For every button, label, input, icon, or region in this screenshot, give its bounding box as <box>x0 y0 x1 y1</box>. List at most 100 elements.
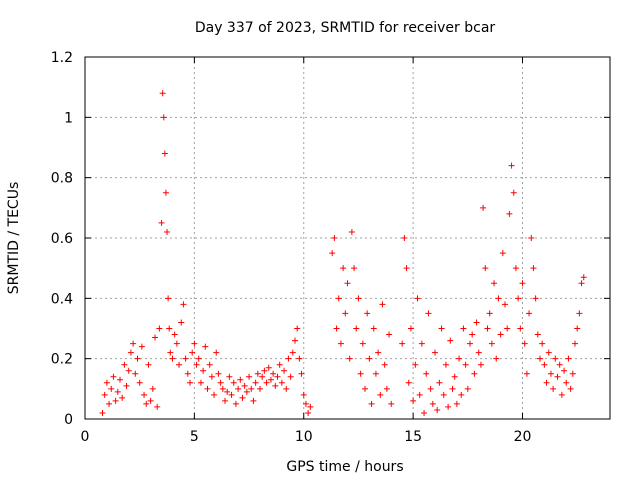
data-point <box>537 355 543 362</box>
data-point <box>176 361 183 368</box>
data-point <box>243 388 250 395</box>
data-point <box>355 295 362 302</box>
data-point <box>440 391 447 398</box>
data-point <box>484 325 491 332</box>
data-point <box>278 379 285 386</box>
y-tick-label: 0.2 <box>51 352 73 368</box>
x-tick-label: 0 <box>81 429 90 445</box>
data-point <box>267 376 274 383</box>
data-point <box>379 301 386 308</box>
data-point <box>110 373 117 380</box>
x-tick-label: 20 <box>514 429 532 445</box>
data-point <box>246 373 253 380</box>
data-point <box>213 349 220 356</box>
data-point <box>456 355 463 362</box>
data-point <box>222 397 228 404</box>
data-point <box>329 250 336 257</box>
data-point <box>259 373 266 380</box>
data-point <box>346 355 353 362</box>
data-point <box>539 340 546 347</box>
data-point <box>307 403 314 410</box>
data-point <box>119 394 126 401</box>
data-point <box>383 385 390 392</box>
data-point <box>134 355 141 362</box>
data-point <box>123 382 130 389</box>
data-point <box>161 150 168 157</box>
data-point <box>377 391 384 398</box>
data-point <box>230 379 237 386</box>
data-point <box>241 382 248 389</box>
data-point <box>202 343 209 350</box>
data-point <box>421 409 428 416</box>
data-point <box>182 355 189 362</box>
data-point <box>281 367 288 374</box>
data-point <box>578 280 585 287</box>
data-point <box>164 228 171 235</box>
data-point <box>348 228 355 235</box>
data-point <box>418 340 425 347</box>
data-point <box>497 331 504 338</box>
data-point <box>226 373 233 380</box>
data-point <box>366 355 373 362</box>
data-point <box>563 379 570 386</box>
axis-ticks <box>84 56 610 420</box>
data-point <box>239 394 246 401</box>
data-point <box>252 379 259 386</box>
data-point <box>368 400 375 407</box>
data-point <box>167 349 174 356</box>
data-point <box>412 361 419 368</box>
data-point <box>296 355 303 362</box>
data-point <box>407 325 414 332</box>
data-point <box>208 373 215 380</box>
data-point <box>451 373 458 380</box>
data-point <box>287 373 294 380</box>
data-point <box>523 370 530 377</box>
x-axis-title: GPS time / hours <box>286 459 403 475</box>
data-point <box>178 319 185 326</box>
data-point <box>502 301 508 308</box>
data-point <box>469 331 476 338</box>
data-point <box>160 114 167 121</box>
data-point <box>136 379 143 386</box>
data-point <box>217 379 224 386</box>
data-point <box>331 235 338 241</box>
data-point <box>158 219 165 226</box>
data-point <box>467 340 473 347</box>
data-point <box>114 388 121 395</box>
data-point <box>521 340 528 347</box>
data-point <box>480 204 487 211</box>
data-point <box>189 349 196 356</box>
data-point <box>141 391 148 398</box>
data-point <box>517 325 524 332</box>
data-point <box>556 361 563 368</box>
data-point <box>429 400 436 407</box>
data-point <box>342 310 349 317</box>
data-point <box>464 385 471 392</box>
data-point <box>370 325 377 332</box>
data-point <box>554 373 561 380</box>
y-tick-label: 0.4 <box>51 291 73 307</box>
x-tick-label: 10 <box>295 429 313 445</box>
data-point <box>432 349 438 356</box>
data-point <box>403 265 410 272</box>
data-point <box>289 349 296 356</box>
data-point <box>423 370 430 377</box>
data-point <box>180 301 187 308</box>
data-point <box>405 379 412 386</box>
data-point <box>257 385 263 392</box>
data-point <box>572 340 578 347</box>
data-point <box>372 370 379 377</box>
data-point <box>445 403 452 410</box>
data-point <box>567 385 574 392</box>
data-point <box>526 310 533 317</box>
data-point <box>154 403 161 410</box>
data-point <box>353 325 360 332</box>
x-tick-label: 5 <box>190 429 199 445</box>
data-point <box>399 340 406 347</box>
data-point <box>508 162 515 169</box>
data-point <box>532 295 539 302</box>
data-point <box>442 361 449 368</box>
data-point <box>263 379 270 386</box>
data-point <box>475 349 482 356</box>
